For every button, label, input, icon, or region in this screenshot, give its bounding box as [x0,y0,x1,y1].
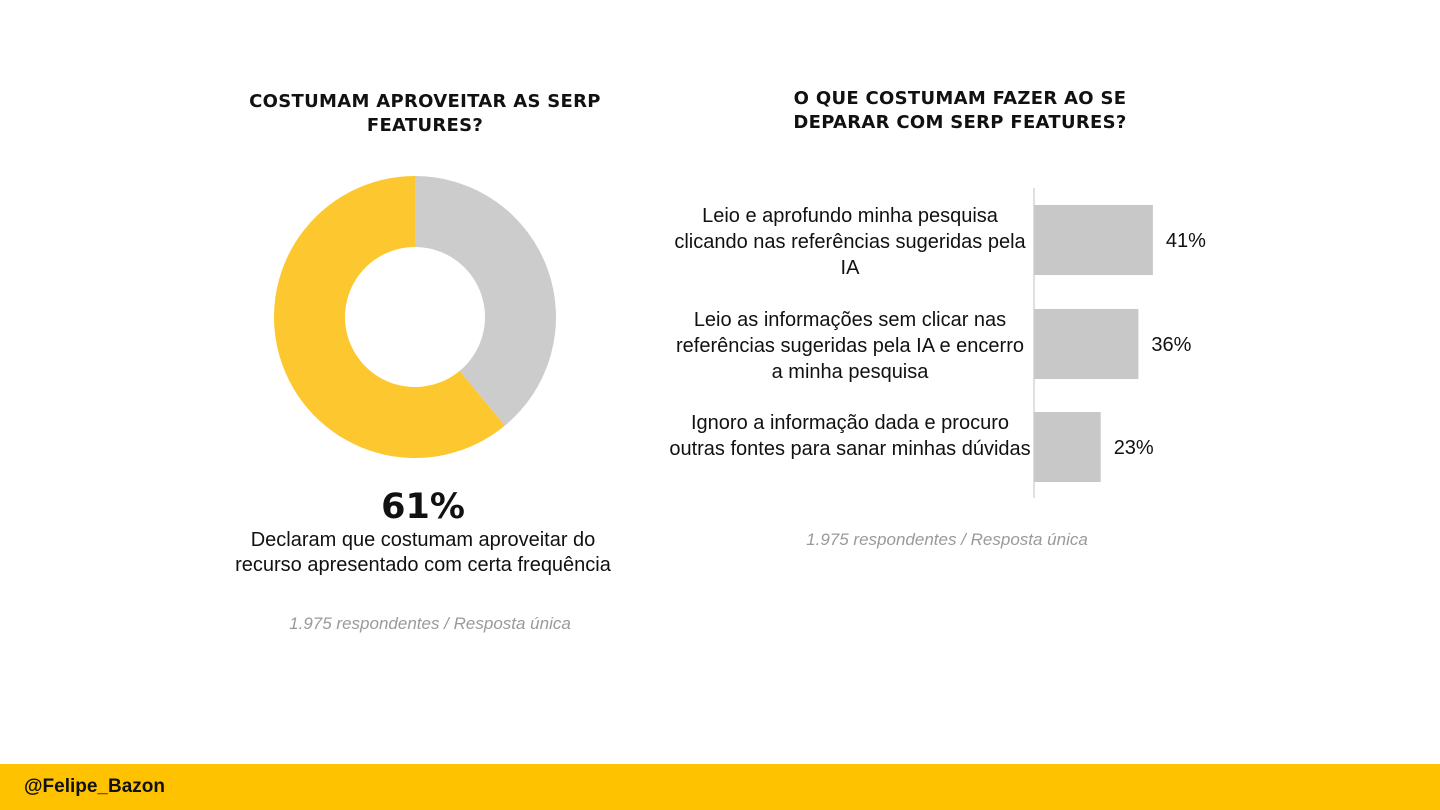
donut-chart [273,176,556,458]
bar-3 [1034,412,1101,482]
bar-category-label-3: Ignoro a informação dada e procuro outra… [669,412,1031,460]
donut-slice-2 [415,176,556,426]
donut-slice-1 [273,176,505,458]
highlight-percentage: 61% [381,487,465,527]
footer-handle: @Felipe_Bazon [24,776,165,797]
bar-respondents-note: 1.975 respondentes / Resposta única [806,530,1088,549]
donut-chart-title: COSTUMAM APROVEITAR AS SERP FEATURES? [249,91,601,136]
highlight-description: Declaram que costumam aproveitar do recu… [235,529,611,576]
bar-1 [1034,205,1153,275]
bar-value-label-3: 23% [1114,437,1154,459]
bar-2 [1034,309,1139,379]
bar-value-label-1: 41% [1166,230,1206,252]
bar-chart-title: O QUE COSTUMAM FAZER AO SE DEPARAR COM S… [793,88,1127,133]
bar-category-label-2: Leio as informações sem clicar nas refer… [676,309,1024,383]
footer-bar: @Felipe_Bazon [0,764,1440,810]
donut-respondents-note: 1.975 respondentes / Resposta única [289,614,571,633]
bar-value-label-2: 36% [1151,334,1191,356]
bar-category-label-1: Leio e aprofundo minha pesquisa clicando… [674,205,1026,279]
